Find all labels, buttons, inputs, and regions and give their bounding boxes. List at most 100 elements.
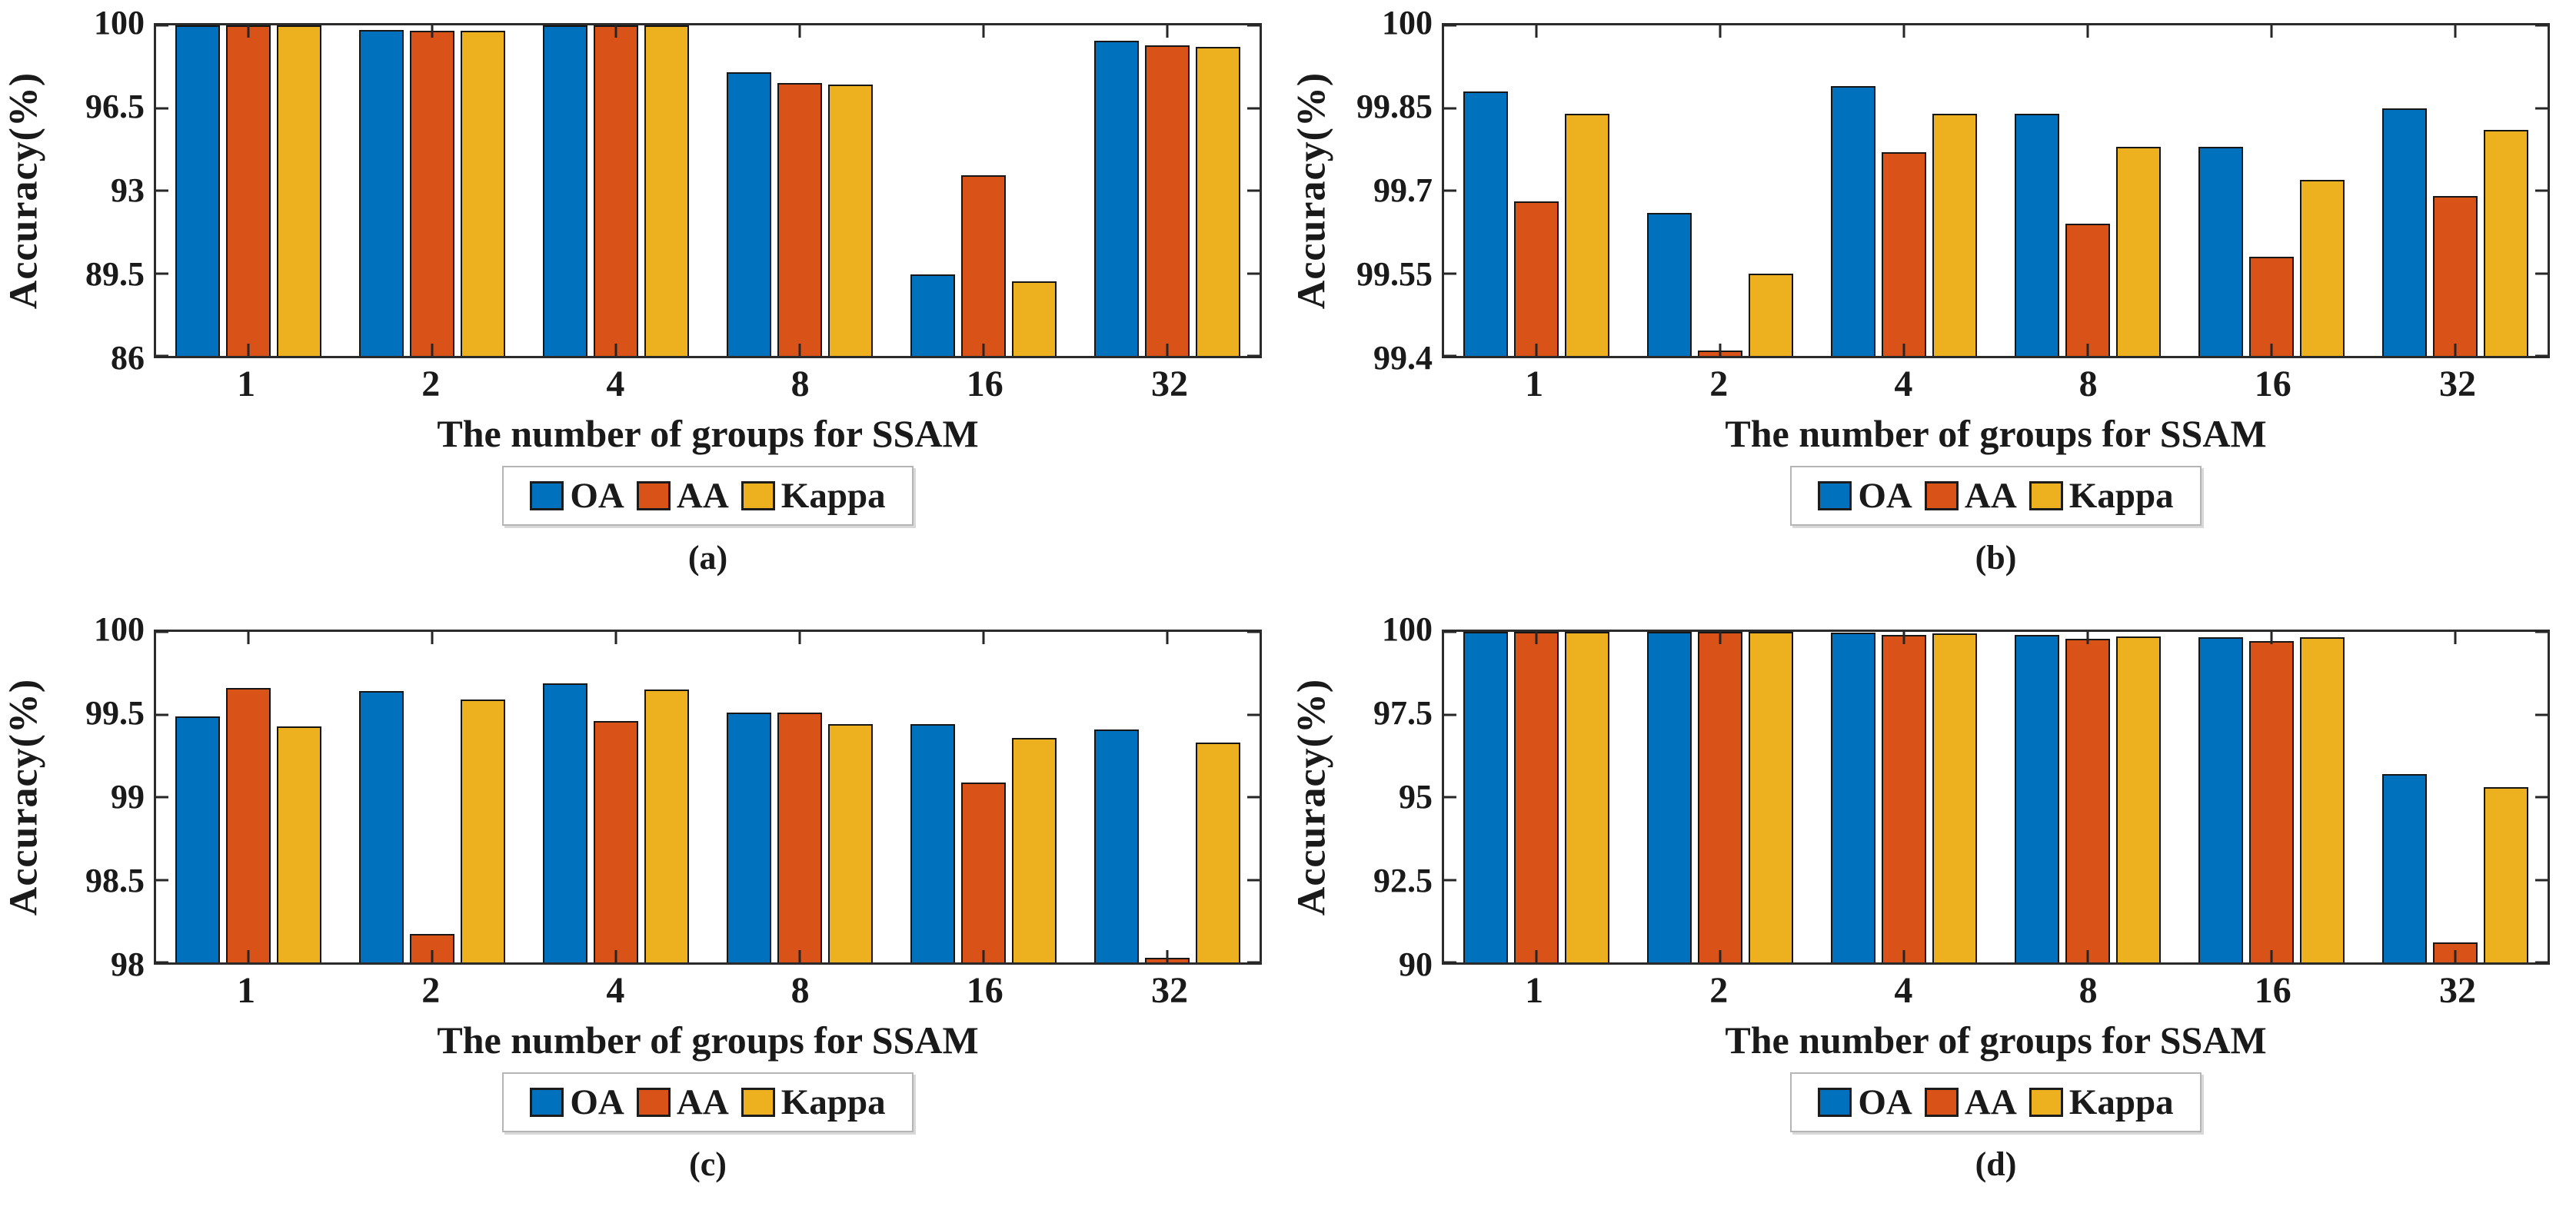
bar-kappa-2 [1748,632,1793,962]
y-tick-mark [2535,879,2548,881]
x-axis-label: The number of groups for SSAM [1725,1019,2267,1062]
y-tick-mark [1444,796,1456,799]
y-tick-label: 90 [1399,945,1433,983]
legend-item-aa: AA [636,1082,729,1123]
legend-label: AA [1964,476,2017,516]
legend: OA AA Kappa [502,1072,914,1132]
chart-panel-b: Accuracy(%) 99.4 99.55 99.7 99.85 100 1 2 4 8 16… [1288,0,2576,606]
legend-item-oa: OA [1818,475,1912,517]
y-tick-label: 96.5 [85,88,145,125]
bar-kappa-32 [2484,130,2529,356]
bar-kappa-4 [1932,633,1977,962]
panel-caption: (d) [1975,1145,2017,1183]
y-tick-mark [1444,24,1456,27]
x-tick-mark [614,344,617,356]
legend-item-kappa: Kappa [2029,1082,2174,1123]
legend-item-oa: OA [530,1082,624,1123]
x-tick-label-2: 2 [421,363,441,404]
legend-swatch-kappa [741,1088,775,1117]
x-tick-mark [1902,632,1905,644]
y-tick-mark [1444,630,1456,633]
x-tick-label-1: 1 [1525,363,1544,404]
bar-aa-2 [409,30,454,356]
y-tick-mark [156,107,168,109]
y-tick-mark [1444,879,1456,881]
y-tick-label: 99.85 [1356,88,1433,125]
y-tick-mark [156,189,168,192]
bar-group-1 [156,25,340,356]
bar-kappa-8 [2116,636,2162,962]
y-tick-mark [1444,272,1456,274]
bar-group-2 [340,25,524,356]
chart-panel-a: Accuracy(%) 86 89.5 93 96.5 100 1 2 4 8 16 32 The… [0,0,1288,606]
bar-group-8 [1996,632,2180,962]
x-tick-label-2: 2 [1709,969,1729,1011]
x-tick-mark [1166,632,1169,644]
x-tick-label-16: 16 [2254,969,2291,1011]
y-tick-mark [1247,713,1260,716]
plot-area [154,23,1262,358]
bar-aa-16 [2249,640,2295,962]
bar-aa-32 [2433,196,2478,356]
panel-caption: (b) [1975,539,2017,577]
bar-group-2 [1628,25,1812,356]
x-tick-label-8: 8 [2078,969,2098,1011]
x-tick-mark [982,950,985,962]
x-tick-mark [982,344,985,356]
y-tick-mark [1247,796,1260,799]
y-axis-label: Accuracy(%) [1290,71,1334,310]
x-tick-label-32: 32 [1150,363,1188,404]
bar-oa-32 [1094,729,1140,962]
y-tick-mark [1444,961,1456,964]
legend: OA AA Kappa [1790,466,2202,526]
bar-oa-8 [2015,634,2060,962]
legend: OA AA Kappa [502,466,914,526]
x-tick-mark [247,25,250,38]
x-tick-mark [431,632,434,644]
y-tick-mark [1247,107,1260,109]
x-tick-mark [2086,950,2089,962]
x-axis-label: The number of groups for SSAM [437,1019,979,1062]
y-tick-labels: 86 89.5 93 96.5 100 [48,6,154,375]
bar-aa-8 [2065,224,2111,356]
plot-area [1442,23,2550,358]
x-tick-mark [247,632,250,644]
y-tick-mark [2535,713,2548,716]
bar-oa-16 [2198,637,2244,962]
y-tick-mark [2535,272,2548,274]
x-tick-mark [2086,632,2089,644]
y-tick-mark [156,879,168,881]
x-tick-labels: 1 2 4 8 16 32 [1442,358,2550,409]
bar-aa-8 [2065,639,2111,962]
plot-area [154,630,1262,965]
x-tick-mark [431,950,434,962]
bar-oa-8 [727,713,772,962]
chart-panel-c: Accuracy(%) 98 98.5 99 99.5 100 1 2 4 8 16 32 The… [0,606,1288,1213]
x-tick-mark [1719,950,1722,962]
y-tick-label: 93 [111,171,145,209]
bar-kappa-8 [2116,146,2162,356]
bar-kappa-8 [828,724,874,962]
bar-aa-4 [1881,151,1926,356]
x-tick-label-16: 16 [966,363,1003,404]
x-tick-label-2: 2 [421,969,441,1011]
x-tick-label-2: 2 [1709,363,1729,404]
legend-label: OA [1858,476,1912,516]
legend-label: Kappa [2068,1082,2174,1122]
x-tick-mark [1166,25,1169,38]
y-tick-mark [156,796,168,799]
legend-label: Kappa [780,1082,886,1122]
y-tick-label: 100 [1382,4,1433,42]
bar-aa-16 [961,175,1007,356]
y-tick-mark [156,630,168,633]
x-tick-label-4: 4 [1894,969,1913,1011]
bar-kappa-4 [1932,113,1977,356]
x-tick-labels: 1 2 4 8 16 32 [154,358,1262,409]
x-tick-mark [1535,632,1538,644]
x-tick-label-8: 8 [790,969,810,1011]
y-tick-label: 99.4 [1373,339,1433,377]
x-tick-mark [1535,344,1538,356]
y-tick-mark [2535,796,2548,799]
bar-group-16 [892,632,1076,962]
bar-group-2 [340,632,524,962]
